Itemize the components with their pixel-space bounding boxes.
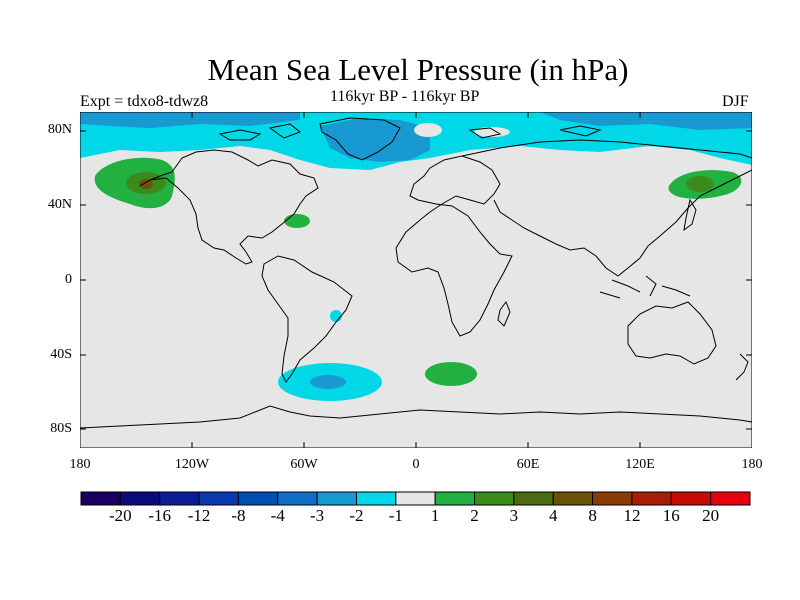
map-plot-area — [80, 112, 752, 448]
colorbar-swatch — [198, 491, 239, 506]
greenland-blue-region — [320, 118, 430, 162]
colorbar-swatch — [670, 491, 712, 506]
colorbar-swatch — [474, 491, 515, 506]
south-africa-green-region — [425, 362, 477, 386]
australia-coast — [627, 301, 717, 365]
nw-pacific-dark-core — [686, 176, 714, 192]
lon-label: 0 — [412, 457, 420, 472]
colorbar-swatch — [159, 491, 200, 506]
map-title: Mean Sea Level Pressure (in hPa) — [207, 52, 629, 87]
colorbar-label: -3 — [310, 506, 325, 525]
map-subtitle: 116kyr BP - 116kyr BP — [330, 88, 480, 105]
europe-africa-coast — [395, 155, 513, 337]
lon-label: 120E — [625, 457, 655, 472]
colorbar-label: 2 — [470, 506, 479, 525]
colorbar-label: -8 — [231, 506, 246, 525]
map-background — [80, 112, 752, 448]
colorbar-label: 20 — [702, 506, 720, 525]
lon-label: 180 — [741, 457, 763, 472]
colorbar-label: -1 — [388, 506, 403, 525]
lon-label: 180 — [69, 457, 91, 472]
greenland-coast — [319, 117, 401, 161]
colorbar-swatch — [513, 491, 554, 506]
colorbar-label: 16 — [662, 506, 680, 525]
arctic-blue-region-east — [540, 112, 752, 130]
colorbar-swatch — [395, 491, 436, 506]
colorbar-swatch — [710, 491, 751, 506]
colorbar-label: -20 — [109, 506, 132, 525]
colorbar-label: -4 — [270, 506, 285, 525]
lat-label: 80N — [47, 122, 72, 137]
arctic-blue-region-west — [80, 112, 300, 128]
colorbar-label: -16 — [148, 506, 172, 525]
south-atlantic-cyan-spot — [330, 310, 342, 322]
north-pacific-olive-core — [139, 179, 153, 189]
colorbar-label: 12 — [623, 506, 641, 525]
south-america-coast — [261, 255, 353, 383]
japan-coast — [683, 198, 697, 232]
colorbar-swatch — [316, 491, 357, 506]
lat-label: 80S — [50, 421, 72, 436]
colorbar-label: -12 — [187, 506, 211, 525]
lat-label: 0 — [65, 272, 72, 287]
lat-label: 40S — [50, 347, 72, 362]
colorbar-swatch — [355, 491, 397, 506]
lon-label: 120W — [174, 457, 210, 472]
madagascar-coast — [497, 300, 511, 327]
colorbar-label: 1 — [430, 506, 440, 525]
colorbar — [80, 491, 751, 506]
coastlines — [80, 117, 752, 429]
season-label: DJF — [722, 93, 749, 110]
southern-blue-core — [310, 375, 346, 389]
arctic-white-patch — [414, 123, 442, 137]
colorbar-swatch — [592, 491, 633, 506]
arctic-islands — [218, 123, 602, 141]
colorbar-swatch — [80, 491, 121, 506]
north-america-coast — [139, 149, 319, 265]
colorbar-label: 3 — [509, 506, 519, 525]
map-ticks — [80, 112, 752, 448]
colorbar-swatch — [237, 491, 279, 506]
atlantic-green-blob — [284, 214, 310, 228]
lon-label: 60E — [516, 457, 540, 472]
asia-coast — [461, 139, 752, 277]
lon-label: 60W — [290, 457, 318, 472]
colorbar-swatch — [631, 491, 672, 506]
colorbar-swatch — [552, 491, 594, 506]
experiment-label: Expt = tdxo8-tdwz8 — [80, 93, 209, 110]
colorbar-label: 4 — [548, 506, 558, 525]
arctic-white-patch-2 — [474, 127, 510, 137]
colorbar-swatch — [277, 491, 318, 506]
colorbar-label: -2 — [349, 506, 364, 525]
antarctica-coast — [80, 405, 752, 429]
se-asia-islands — [599, 275, 691, 299]
colorbar-swatch — [434, 491, 476, 506]
lat-label: 40N — [47, 197, 72, 212]
colorbar-label: 8 — [588, 506, 597, 525]
colorbar-swatch — [119, 491, 161, 506]
new-zealand-coast — [735, 353, 749, 381]
